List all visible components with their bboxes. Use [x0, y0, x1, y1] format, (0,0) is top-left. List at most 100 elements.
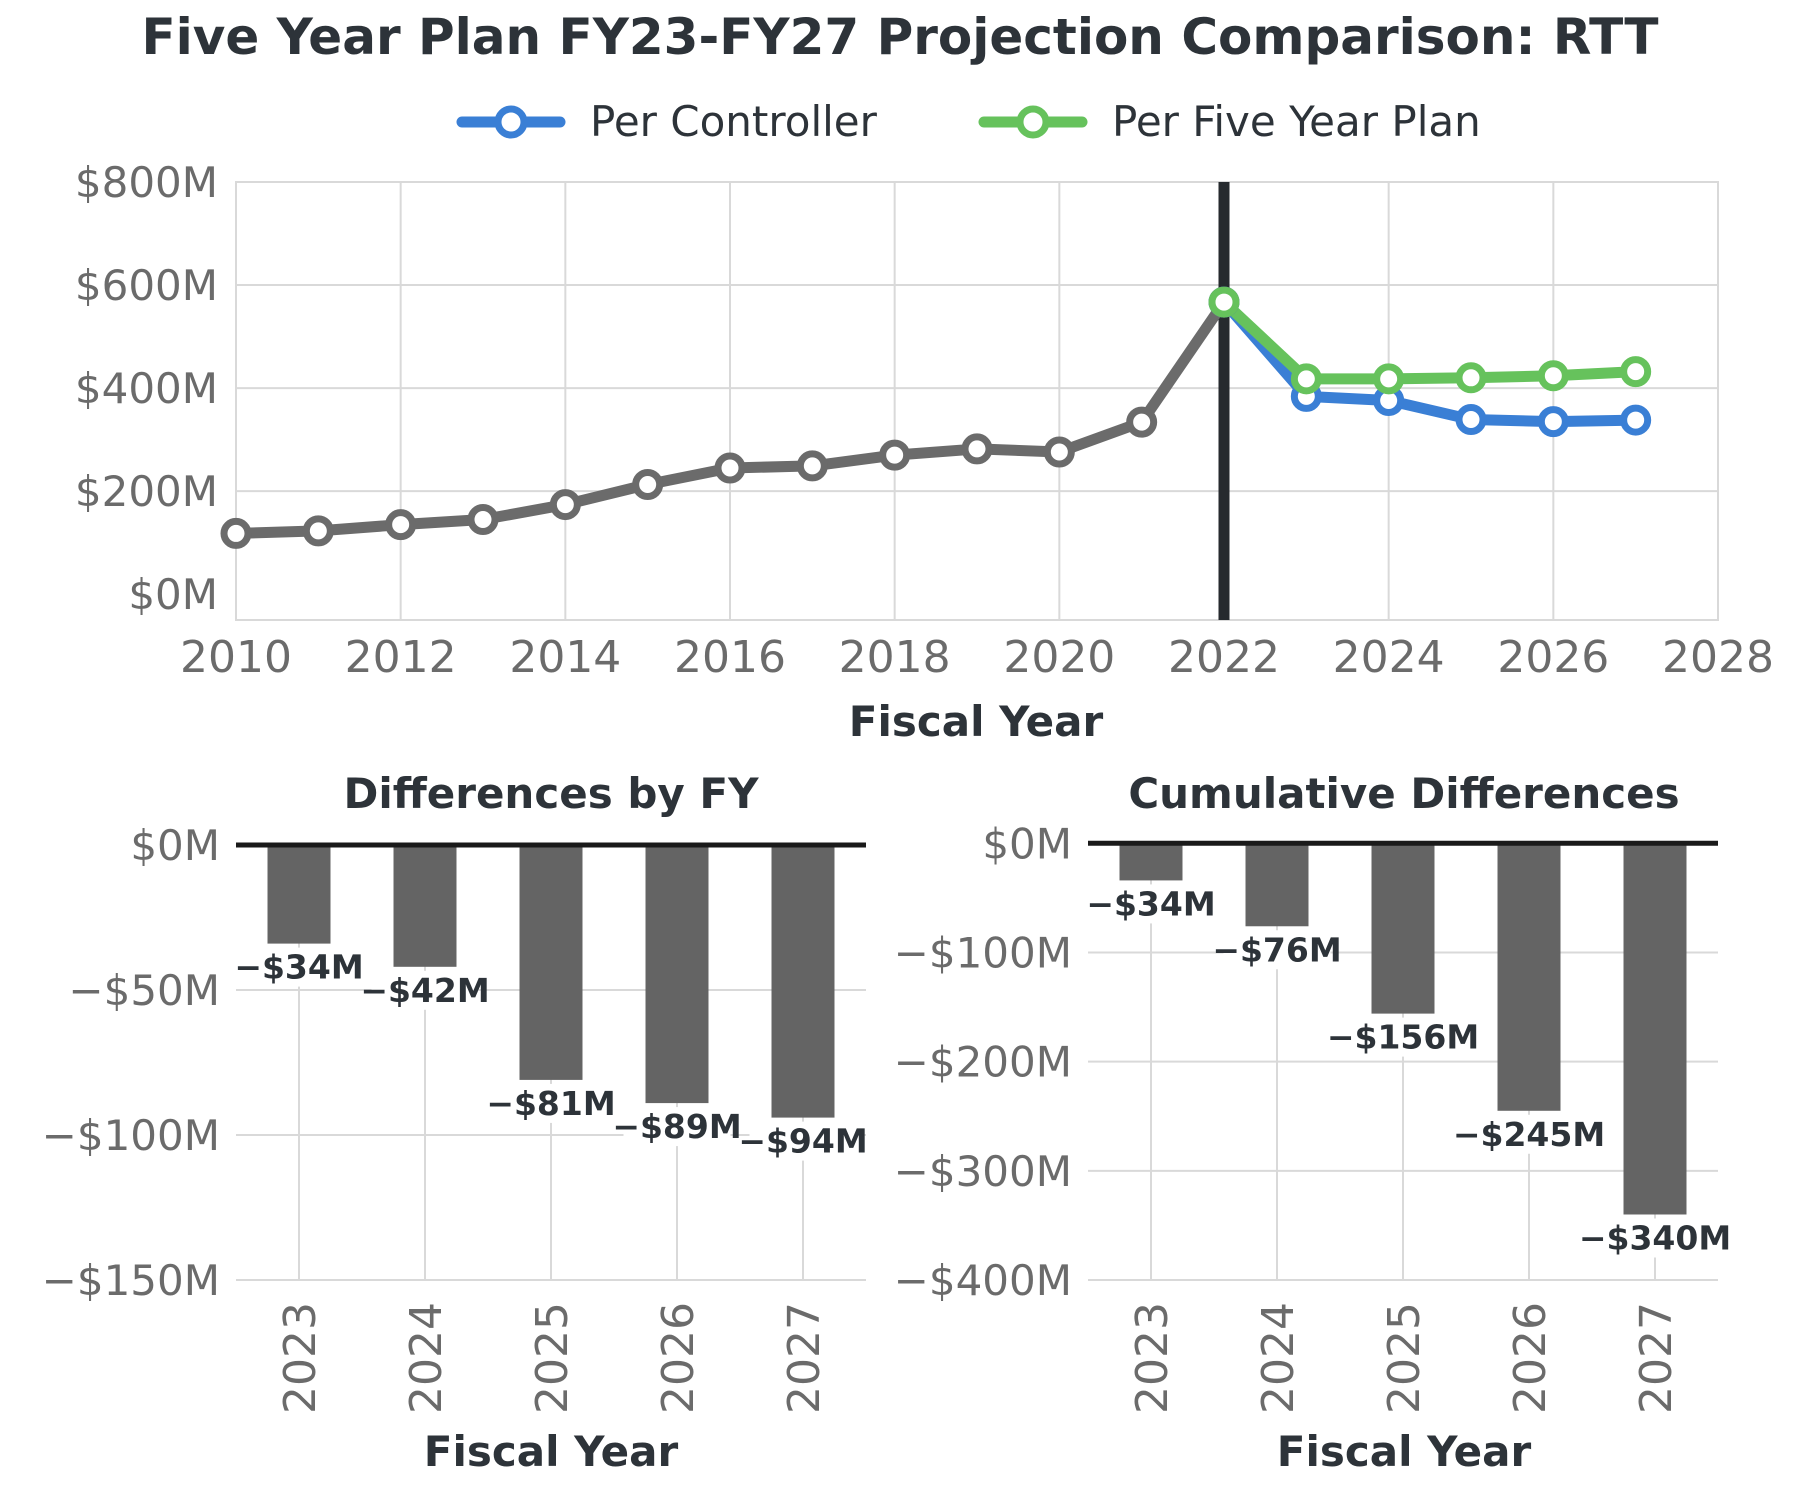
- bar: [267, 845, 331, 944]
- x-tick-label: 2023: [275, 1302, 326, 1414]
- data-point-actual: [796, 450, 828, 482]
- data-label: −$34M: [1086, 884, 1215, 923]
- x-tick-label: 2024: [1253, 1302, 1304, 1414]
- x-tick-label: 2024: [401, 1302, 452, 1414]
- bar: [1497, 843, 1561, 1111]
- data-point-controller: [1537, 406, 1569, 438]
- y-tick-label: −$50M: [68, 966, 220, 1015]
- x-tick-label: 2026: [1505, 1302, 1556, 1414]
- y-tick-label: −$400M: [894, 1256, 1072, 1305]
- bar: [1119, 843, 1183, 881]
- y-tick-label: −$150M: [42, 1256, 220, 1305]
- data-label: −$94M: [738, 1122, 867, 1161]
- bar: [645, 845, 709, 1104]
- y-tick-label: $0M: [982, 819, 1072, 868]
- data-point-actual: [220, 517, 252, 549]
- x-tick-label: 2026: [1497, 632, 1609, 683]
- data-label-background: [371, 970, 479, 1010]
- bar: [393, 845, 457, 967]
- x-tick-label: 2027: [1631, 1302, 1682, 1414]
- data-point-actual: [1126, 406, 1158, 438]
- x-tick-label: 2016: [674, 632, 786, 683]
- x-tick-label: 2012: [345, 632, 457, 683]
- data-label-background: [1097, 884, 1205, 924]
- data-point-actual: [714, 452, 746, 484]
- data-point-five_year_plan: [1537, 360, 1569, 392]
- legend-five-year-plan-swatch-marker: [1016, 105, 1050, 139]
- x-tick-label: 2018: [839, 632, 951, 683]
- data-point-five_year_plan: [1455, 362, 1487, 394]
- y-tick-label: −$100M: [894, 928, 1072, 977]
- y-tick-label: $800M: [75, 158, 218, 207]
- data-point-five_year_plan: [1290, 363, 1322, 395]
- bar: [1245, 843, 1309, 927]
- x-tick-label: 2020: [1003, 632, 1115, 683]
- projection-line-chart: 2010 2012 2014 2016 2018 2020 2022 2024 2026 2028…: [75, 158, 1774, 683]
- cumulative-differences-chart: $0M −$100M −$200M −$300M −$400M 2023 2024 2025 2…: [894, 819, 1732, 1414]
- legend-controller-label: Per Controller: [590, 97, 878, 146]
- x-tick-label: 2024: [1333, 632, 1445, 683]
- data-label: −$76M: [1212, 930, 1341, 969]
- y-tick-label: $0M: [128, 570, 218, 619]
- data-label: −$340M: [1579, 1218, 1731, 1257]
- data-label-background: [623, 1107, 731, 1147]
- plot-frame: [235, 181, 1719, 621]
- y-tick-label: −$200M: [894, 1038, 1072, 1087]
- data-label-background: [497, 1083, 605, 1123]
- differences-x-axis-label: Fiscal Year: [424, 1427, 679, 1476]
- legend-controller-swatch-marker: [494, 105, 528, 139]
- bar: [519, 845, 583, 1080]
- differences-by-fy-title: Differences by FY: [343, 769, 759, 818]
- data-point-actual: [302, 515, 334, 547]
- data-point-actual: [385, 509, 417, 541]
- data-point-actual: [879, 439, 911, 471]
- legend-five-year-plan-label: Per Five Year Plan: [1112, 97, 1481, 146]
- y-tick-label: $600M: [75, 261, 218, 310]
- data-point-controller: [1620, 404, 1652, 436]
- main-chart-title: Five Year Plan FY23-FY27 Projection Comp…: [141, 8, 1658, 66]
- x-tick-label: 2027: [779, 1302, 830, 1414]
- x-tick-label: 2026: [653, 1302, 704, 1414]
- data-label-background: [749, 1121, 857, 1161]
- data-label: −$89M: [612, 1107, 741, 1146]
- x-tick-label: 2028: [1662, 632, 1774, 683]
- y-tick-label: $200M: [75, 467, 218, 516]
- data-label: −$34M: [234, 948, 363, 987]
- data-label-background: [245, 947, 353, 987]
- data-point-five_year_plan: [1620, 356, 1652, 388]
- data-point-five_year_plan: [1208, 286, 1240, 318]
- x-tick-label: 2025: [1379, 1302, 1430, 1414]
- data-point-actual: [467, 504, 499, 536]
- y-tick-label: −$100M: [42, 1111, 220, 1160]
- x-tick-label: 2014: [509, 632, 621, 683]
- y-tick-label: $400M: [75, 364, 218, 413]
- differences-by-fy-chart: $0M −$50M −$100M −$150M 2023 2024 2025 2026 2027…: [42, 821, 868, 1414]
- bar: [1371, 843, 1435, 1014]
- x-tick-label: 2022: [1168, 632, 1280, 683]
- bar: [771, 845, 835, 1118]
- y-tick-label: $0M: [130, 821, 220, 870]
- cumulative-differences-title: Cumulative Differences: [1128, 769, 1679, 818]
- x-tick-label: 2023: [1127, 1302, 1178, 1414]
- data-point-actual: [961, 433, 993, 465]
- data-label-background: [1591, 1218, 1719, 1258]
- data-point-actual: [632, 468, 664, 500]
- data-label: −$81M: [486, 1084, 615, 1123]
- top-x-axis-label: Fiscal Year: [849, 697, 1104, 746]
- legend: Per Controller Per Five Year Plan: [456, 97, 1481, 146]
- data-point-actual: [549, 489, 581, 521]
- x-tick-label: 2010: [180, 632, 292, 683]
- bar: [1623, 843, 1687, 1215]
- data-label-background: [1465, 1114, 1593, 1154]
- data-label-background: [1223, 930, 1331, 970]
- data-label: −$245M: [1453, 1115, 1605, 1154]
- data-point-five_year_plan: [1373, 363, 1405, 395]
- x-tick-label: 2025: [527, 1302, 578, 1414]
- data-point-controller: [1455, 404, 1487, 436]
- y-tick-label: −$300M: [894, 1147, 1072, 1196]
- cumulative-x-axis-label: Fiscal Year: [1277, 1427, 1532, 1476]
- data-label-background: [1339, 1017, 1467, 1057]
- data-label: −$156M: [1327, 1018, 1479, 1057]
- data-label: −$42M: [360, 971, 489, 1010]
